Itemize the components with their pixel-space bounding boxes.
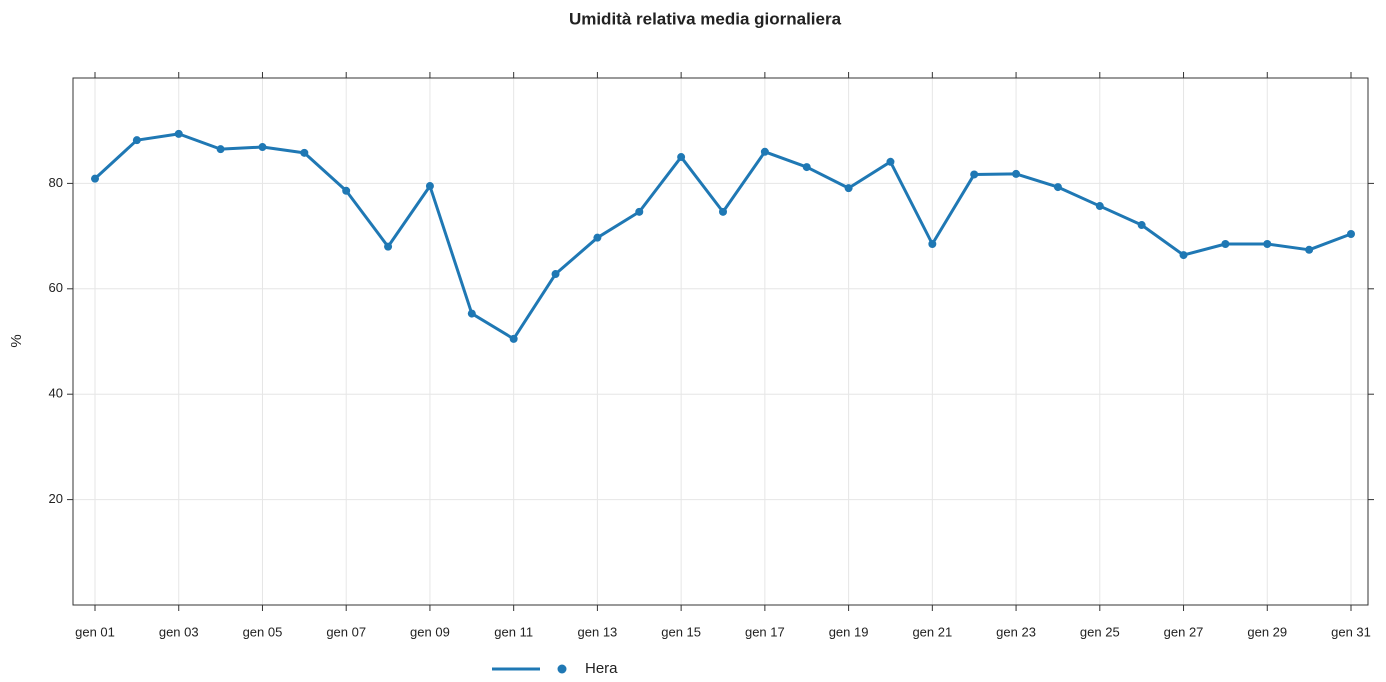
point [132,136,141,145]
point [1095,202,1104,211]
point [970,170,979,179]
legend-label: Hera [585,660,618,677]
point [551,270,560,279]
point [300,148,309,157]
point [1221,240,1230,249]
point [802,163,811,172]
point [425,182,434,191]
y-tick-label: 20 [49,491,63,506]
x-tick-label: gen 13 [578,624,618,639]
point [1305,245,1314,254]
legend-point [557,664,567,674]
point [1347,229,1355,238]
point [1263,240,1272,249]
point [467,309,476,318]
x-tick-label: gen 11 [494,624,533,639]
point [719,207,727,216]
x-tick-label: gen 19 [829,624,869,639]
point [258,143,267,152]
point [1137,221,1146,230]
point [1012,169,1021,178]
x-tick-label: gen 29 [1247,624,1287,639]
y-tick-label: 40 [49,386,63,401]
plot-frame [72,77,1369,606]
x-tick-label: gen 17 [745,624,785,639]
point [384,242,393,251]
point [760,147,769,156]
point [509,334,518,343]
point [342,186,351,195]
x-tick-label: gen 27 [1164,624,1204,639]
x-tick-label: gen 25 [1080,624,1120,639]
x-tick-label: gen 23 [996,624,1036,639]
point [1179,251,1188,260]
line [93,132,1352,341]
point [91,174,99,183]
point [216,145,225,154]
point [844,184,853,193]
point [1053,183,1062,192]
point [677,153,686,162]
y-axis-label: % [8,334,25,347]
x-tick-label: gen 03 [159,624,199,639]
y-tick-label: 60 [49,280,63,295]
point [593,233,602,242]
point [635,207,644,216]
point [928,240,937,249]
x-tick-label: gen 21 [912,624,952,639]
point [174,129,183,138]
chart-title: Umidità relativa media giornaliera [569,9,842,28]
y-tick-label: 80 [49,175,63,190]
x-tick-label: gen 31 [1331,624,1371,639]
x-tick-label: gen 15 [661,624,701,639]
point [886,157,895,166]
x-tick-label: gen 01 [75,624,115,639]
x-tick-label: gen 05 [243,624,283,639]
x-tick-label: gen 07 [326,624,366,639]
x-tick-label: gen 09 [410,624,450,639]
